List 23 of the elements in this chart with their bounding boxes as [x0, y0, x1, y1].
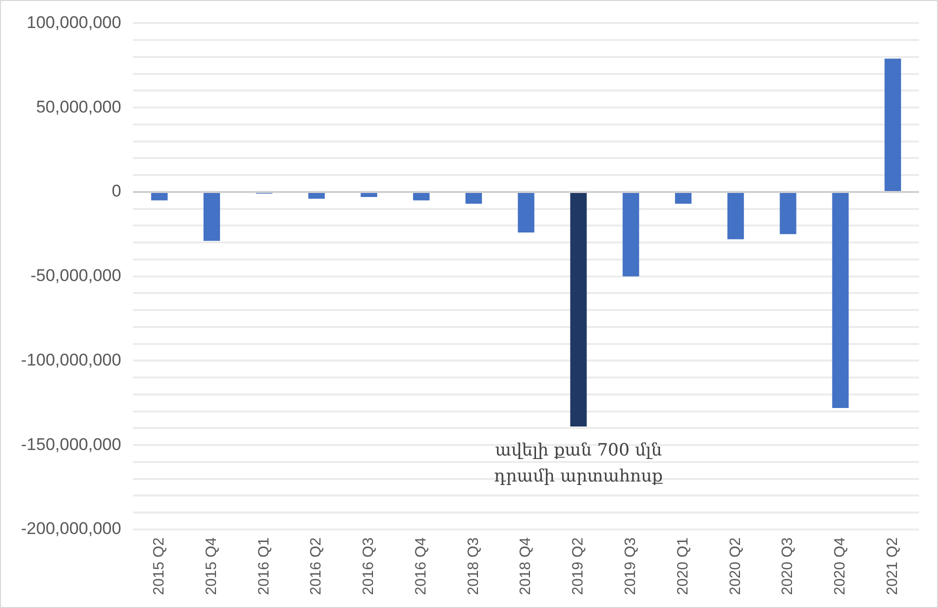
x-tick-label: 2016 Q1 — [255, 537, 272, 595]
y-tick-label: -200,000,000 — [20, 519, 122, 538]
y-tick-label: 100,000,000 — [26, 12, 122, 32]
y-tick-label: 0 — [112, 182, 122, 201]
y-tick-label: -50,000,000 — [30, 266, 122, 286]
x-tick-label: 2016 Q4 — [412, 537, 430, 595]
x-tick-label: 2021 Q2 — [884, 537, 901, 595]
y-tick-label: 50,000,000 — [36, 97, 122, 116]
x-tick-label: 2015 Q2 — [150, 537, 168, 595]
x-tick-label: 2020 Q4 — [832, 537, 849, 595]
y-tick-label: -100,000,000 — [20, 350, 122, 370]
x-tick-label: 2020 Q3 — [779, 537, 796, 595]
x-tick-label: 2018 Q4 — [517, 537, 534, 595]
x-tick-label: 2016 Q3 — [360, 537, 378, 595]
x-tick-label: 2020 Q2 — [726, 537, 744, 595]
x-tick-label: 2018 Q3 — [464, 537, 482, 595]
annotation: ավելի քան 700 մլն դրամի արտահոսք — [494, 440, 663, 486]
x-tick-label: 2019 Q3 — [622, 537, 640, 595]
x-tick-label: 2020 Q1 — [674, 537, 692, 595]
y-tick-label: -150,000,000 — [20, 434, 122, 454]
x-tick-label: 2016 Q2 — [308, 537, 325, 595]
x-tick-label: 2015 Q4 — [202, 537, 220, 595]
x-tick-label: 2019 Q2 — [570, 537, 587, 595]
